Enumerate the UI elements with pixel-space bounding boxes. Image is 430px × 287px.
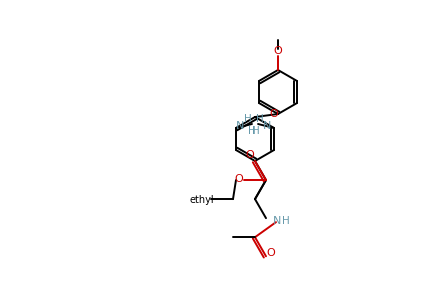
Text: H: H bbox=[252, 126, 259, 136]
Text: O: O bbox=[273, 46, 282, 56]
Text: N: N bbox=[262, 121, 271, 131]
Text: O: O bbox=[234, 174, 243, 184]
Text: H: H bbox=[255, 114, 263, 124]
Text: N: N bbox=[272, 216, 281, 226]
Text: N: N bbox=[235, 121, 243, 131]
Text: O: O bbox=[266, 248, 275, 258]
Text: O: O bbox=[268, 108, 277, 119]
Text: H: H bbox=[248, 126, 255, 136]
Text: H: H bbox=[244, 114, 252, 124]
Text: H: H bbox=[281, 216, 289, 226]
Text: O: O bbox=[245, 150, 254, 160]
Text: ethyl: ethyl bbox=[189, 195, 214, 205]
